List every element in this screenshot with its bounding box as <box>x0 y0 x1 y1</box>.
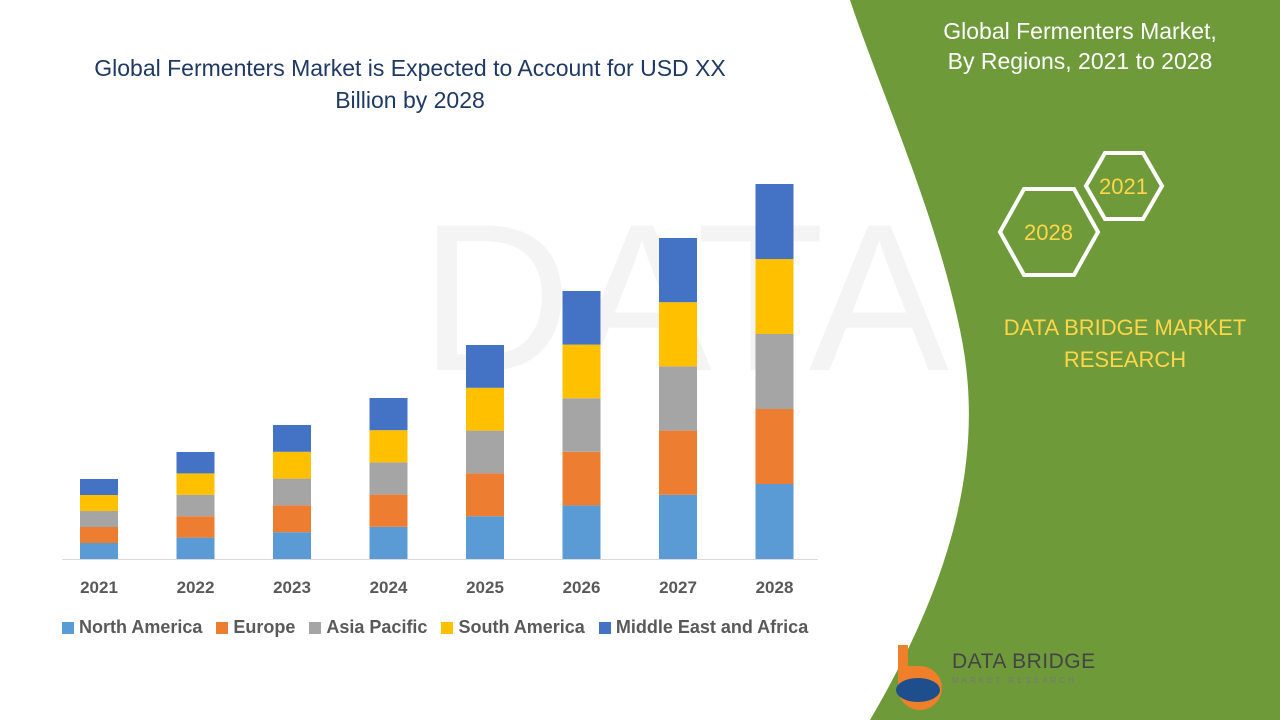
legend-item: Europe <box>216 617 295 638</box>
x-tick-label: 2027 <box>659 578 697 597</box>
legend-label: South America <box>458 617 585 637</box>
bar-2026-middle-east-and-africa <box>562 291 601 345</box>
side-panel <box>850 0 1280 720</box>
bar-2025-south-america <box>466 387 504 431</box>
x-tick-label: 2022 <box>177 578 215 597</box>
chart: 2021 2022 2023 2024 2025 2026 2027 2028 <box>62 184 818 597</box>
brand-text: DATA BRIDGE MARKET RESEARCH <box>980 312 1270 376</box>
bar-2028-asia-pacific <box>755 334 794 409</box>
bar-2025-europe <box>466 473 504 517</box>
bar-2027-asia-pacific <box>659 366 697 431</box>
x-tick-label: 2026 <box>563 578 601 597</box>
legend-item: Asia Pacific <box>309 617 427 638</box>
legend-item: North America <box>62 617 202 638</box>
legend-label: Middle East and Africa <box>615 617 809 637</box>
hex-label-2028: 2028 <box>1024 220 1073 245</box>
legend-swatch <box>598 621 611 634</box>
bar-2028-north-america <box>755 484 794 559</box>
bar-2028-europe <box>755 409 794 484</box>
legend-item: Middle East and Africa <box>598 617 809 638</box>
bar-2022-asia-pacific <box>176 494 215 517</box>
bar-2024-north-america <box>369 526 408 559</box>
logo-icon <box>896 645 942 710</box>
legend-swatch <box>309 621 322 634</box>
bar-2027-europe <box>659 430 697 495</box>
bar-2025-north-america <box>466 516 504 559</box>
bar-2022-europe <box>176 516 215 538</box>
bar-2022-north-america <box>176 537 215 559</box>
bar-2023-north-america <box>273 532 311 559</box>
bar-2024-asia-pacific <box>369 462 408 495</box>
bar-2023-middle-east-and-africa <box>273 425 311 452</box>
bar-2026-asia-pacific <box>562 398 601 452</box>
legend-item: South America <box>441 617 585 638</box>
legend-swatch <box>441 621 454 634</box>
bar-2021-north-america <box>80 543 118 559</box>
bar-2021-europe <box>80 527 118 543</box>
bar-2027-south-america <box>659 302 697 367</box>
brand-line1: DATA BRIDGE MARKET <box>1003 315 1247 340</box>
bar-2026-south-america <box>562 344 601 399</box>
bar-2027-north-america <box>659 494 697 559</box>
legend-label: Asia Pacific <box>326 617 428 637</box>
bar-2027-middle-east-and-africa <box>659 238 697 303</box>
legend-swatch <box>62 621 74 634</box>
bar-2024-middle-east-and-africa <box>369 398 408 431</box>
bar-2021-middle-east-and-africa <box>80 479 118 495</box>
x-tick-label: 2024 <box>370 578 408 597</box>
side-title-line2: By Regions, 2021 to 2028 <box>947 48 1213 74</box>
bar-2021-south-america <box>80 495 118 511</box>
bar-2024-south-america <box>369 430 408 463</box>
bar-2023-asia-pacific <box>273 478 311 506</box>
legend-swatch <box>216 621 229 634</box>
bar-2022-middle-east-and-africa <box>176 452 215 474</box>
legend: North America Europe Asia Pacific South Ame… <box>62 617 808 638</box>
bar-2025-middle-east-and-africa <box>466 345 504 388</box>
x-tick-label: 2028 <box>756 578 794 597</box>
logo-tagline: MARKET RESEARCH <box>952 676 1077 685</box>
hexagon-2028 <box>997 187 1101 277</box>
bar-2026-north-america <box>562 505 601 559</box>
bar-2022-south-america <box>176 473 215 495</box>
bar-2023-europe <box>273 505 311 533</box>
x-tick-label: 2023 <box>273 578 311 597</box>
legend-label: Europe <box>233 617 296 637</box>
logo-name: DATA BRIDGE <box>952 650 1096 673</box>
bar-2023-south-america <box>273 451 311 479</box>
side-title-line1: Global Fermenters Market, <box>943 18 1217 44</box>
side-title: Global Fermenters Market, By Regions, 20… <box>905 16 1255 76</box>
hexagon-2021 <box>1083 151 1165 221</box>
bar-2028-south-america <box>755 259 794 334</box>
bar-2028-middle-east-and-africa <box>755 184 794 259</box>
hex-label-2021: 2021 <box>1099 174 1148 199</box>
bar-2024-europe <box>369 494 408 527</box>
bar-2021-asia-pacific <box>80 511 118 527</box>
x-tick-label: 2025 <box>466 578 504 597</box>
bar-2026-europe <box>562 451 601 506</box>
brand-line2: RESEARCH <box>1063 347 1187 372</box>
bar-2025-asia-pacific <box>466 430 504 474</box>
chart-title: Global Fermenters Market is Expected to … <box>94 55 726 113</box>
legend-label: North America <box>79 617 203 637</box>
x-tick-label: 2021 <box>80 578 118 597</box>
